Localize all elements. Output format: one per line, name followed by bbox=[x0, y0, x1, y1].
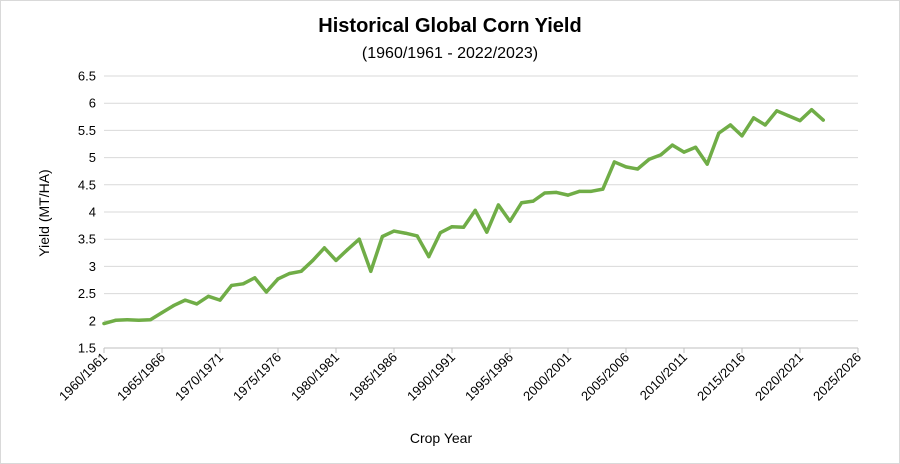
data-point bbox=[798, 119, 802, 123]
data-point bbox=[543, 191, 547, 195]
data-point bbox=[670, 143, 675, 147]
data-point bbox=[624, 165, 628, 169]
x-tick-label: 2000/2001 bbox=[520, 350, 574, 404]
series-layer bbox=[102, 107, 825, 326]
data-point bbox=[508, 219, 512, 223]
data-point bbox=[752, 116, 756, 120]
data-point bbox=[462, 225, 466, 229]
data-point bbox=[253, 276, 257, 280]
data-point bbox=[299, 269, 303, 273]
data-point bbox=[531, 199, 535, 203]
y-tick-label: 2.5 bbox=[78, 286, 96, 301]
data-point bbox=[601, 187, 605, 191]
data-point bbox=[775, 109, 779, 113]
data-point bbox=[311, 258, 315, 263]
x-tick-label: 1965/1966 bbox=[114, 350, 168, 404]
data-point bbox=[612, 160, 617, 164]
data-point bbox=[786, 114, 791, 118]
data-point bbox=[485, 230, 489, 234]
data-point bbox=[473, 208, 477, 212]
data-point bbox=[241, 282, 245, 286]
data-point bbox=[496, 203, 500, 207]
data-point bbox=[288, 271, 292, 276]
x-tick-label: 1975/1976 bbox=[230, 350, 284, 404]
y-axis-title: Yield (MT/HA) bbox=[36, 169, 52, 256]
data-point bbox=[520, 201, 524, 205]
data-point bbox=[114, 318, 118, 322]
data-point bbox=[647, 157, 651, 161]
x-tick-label: 2020/2021 bbox=[752, 350, 806, 404]
data-point bbox=[404, 231, 408, 235]
data-point bbox=[682, 150, 686, 154]
y-tick-label: 5 bbox=[89, 150, 96, 165]
data-point bbox=[380, 234, 384, 239]
x-tick-label: 2005/2006 bbox=[578, 350, 632, 404]
data-point bbox=[659, 153, 663, 157]
data-point bbox=[369, 269, 373, 273]
y-tick-label: 3.5 bbox=[78, 232, 96, 247]
y-tick-label: 4.5 bbox=[78, 177, 96, 192]
data-point bbox=[195, 302, 199, 306]
data-point bbox=[740, 134, 744, 138]
data-point bbox=[206, 294, 210, 298]
data-point bbox=[322, 246, 326, 250]
data-point bbox=[578, 189, 582, 193]
data-point bbox=[450, 225, 454, 229]
data-point bbox=[636, 167, 640, 171]
data-point bbox=[763, 123, 767, 127]
data-point bbox=[566, 193, 570, 197]
y-tick-label: 2 bbox=[89, 313, 96, 328]
data-point bbox=[728, 123, 733, 127]
data-point bbox=[183, 298, 187, 302]
data-point bbox=[137, 318, 141, 322]
data-point bbox=[172, 303, 176, 308]
x-tick-label: 2010/2011 bbox=[637, 350, 690, 403]
x-tick-label: 1980/1981 bbox=[288, 350, 342, 404]
data-point bbox=[810, 108, 814, 112]
y-tick-label: 5.5 bbox=[78, 123, 96, 138]
data-point bbox=[821, 118, 825, 122]
data-point bbox=[589, 189, 593, 193]
data-point bbox=[705, 162, 709, 166]
data-point bbox=[415, 234, 419, 238]
x-tick-label: 1990/1991 bbox=[404, 350, 458, 404]
data-point bbox=[334, 258, 338, 263]
x-tick-label: 2015/2016 bbox=[694, 350, 748, 404]
data-point bbox=[102, 321, 106, 326]
data-point bbox=[218, 298, 222, 302]
y-tick-label: 4 bbox=[89, 205, 96, 220]
chart-title: Historical Global Corn Yield bbox=[318, 15, 582, 37]
chart-subtitle: (1960/1961 - 2022/2023) bbox=[361, 45, 539, 62]
data-point bbox=[717, 131, 721, 135]
x-tick-label: 1970/1971 bbox=[172, 350, 226, 404]
data-point bbox=[346, 247, 350, 252]
y-tick-label: 1.5 bbox=[78, 341, 96, 356]
x-tick-label: 1960/1961 bbox=[56, 350, 110, 404]
y-axis: 1.5 2 2.5 3 3.5 4 4.5 5 5.5 6 6.5 bbox=[78, 69, 96, 356]
data-point bbox=[148, 318, 152, 322]
data-point bbox=[438, 231, 442, 235]
data-point bbox=[427, 255, 431, 259]
y-tick-label: 6.5 bbox=[78, 69, 96, 84]
x-axis-title: Crop Year bbox=[410, 430, 473, 446]
data-point bbox=[264, 290, 268, 294]
gridlines bbox=[104, 75, 858, 349]
data-point bbox=[694, 145, 698, 149]
x-axis: 1960/1961 1965/1966 1970/1971 1975/1976 1980… bbox=[56, 347, 864, 404]
x-tick-label: 2025/2026 bbox=[810, 350, 864, 404]
y-tick-label: 6 bbox=[89, 96, 96, 111]
data-point bbox=[554, 190, 559, 195]
x-tick-label: 1985/1986 bbox=[346, 350, 400, 404]
data-point bbox=[230, 283, 234, 288]
data-point bbox=[357, 237, 361, 241]
y-tick-label: 3 bbox=[89, 259, 96, 274]
corn-yield-line bbox=[102, 107, 825, 326]
data-point bbox=[160, 311, 164, 315]
x-tick-label: 1995/1996 bbox=[462, 350, 516, 404]
data-point bbox=[392, 229, 396, 233]
data-point bbox=[125, 318, 129, 322]
data-point bbox=[276, 277, 280, 281]
